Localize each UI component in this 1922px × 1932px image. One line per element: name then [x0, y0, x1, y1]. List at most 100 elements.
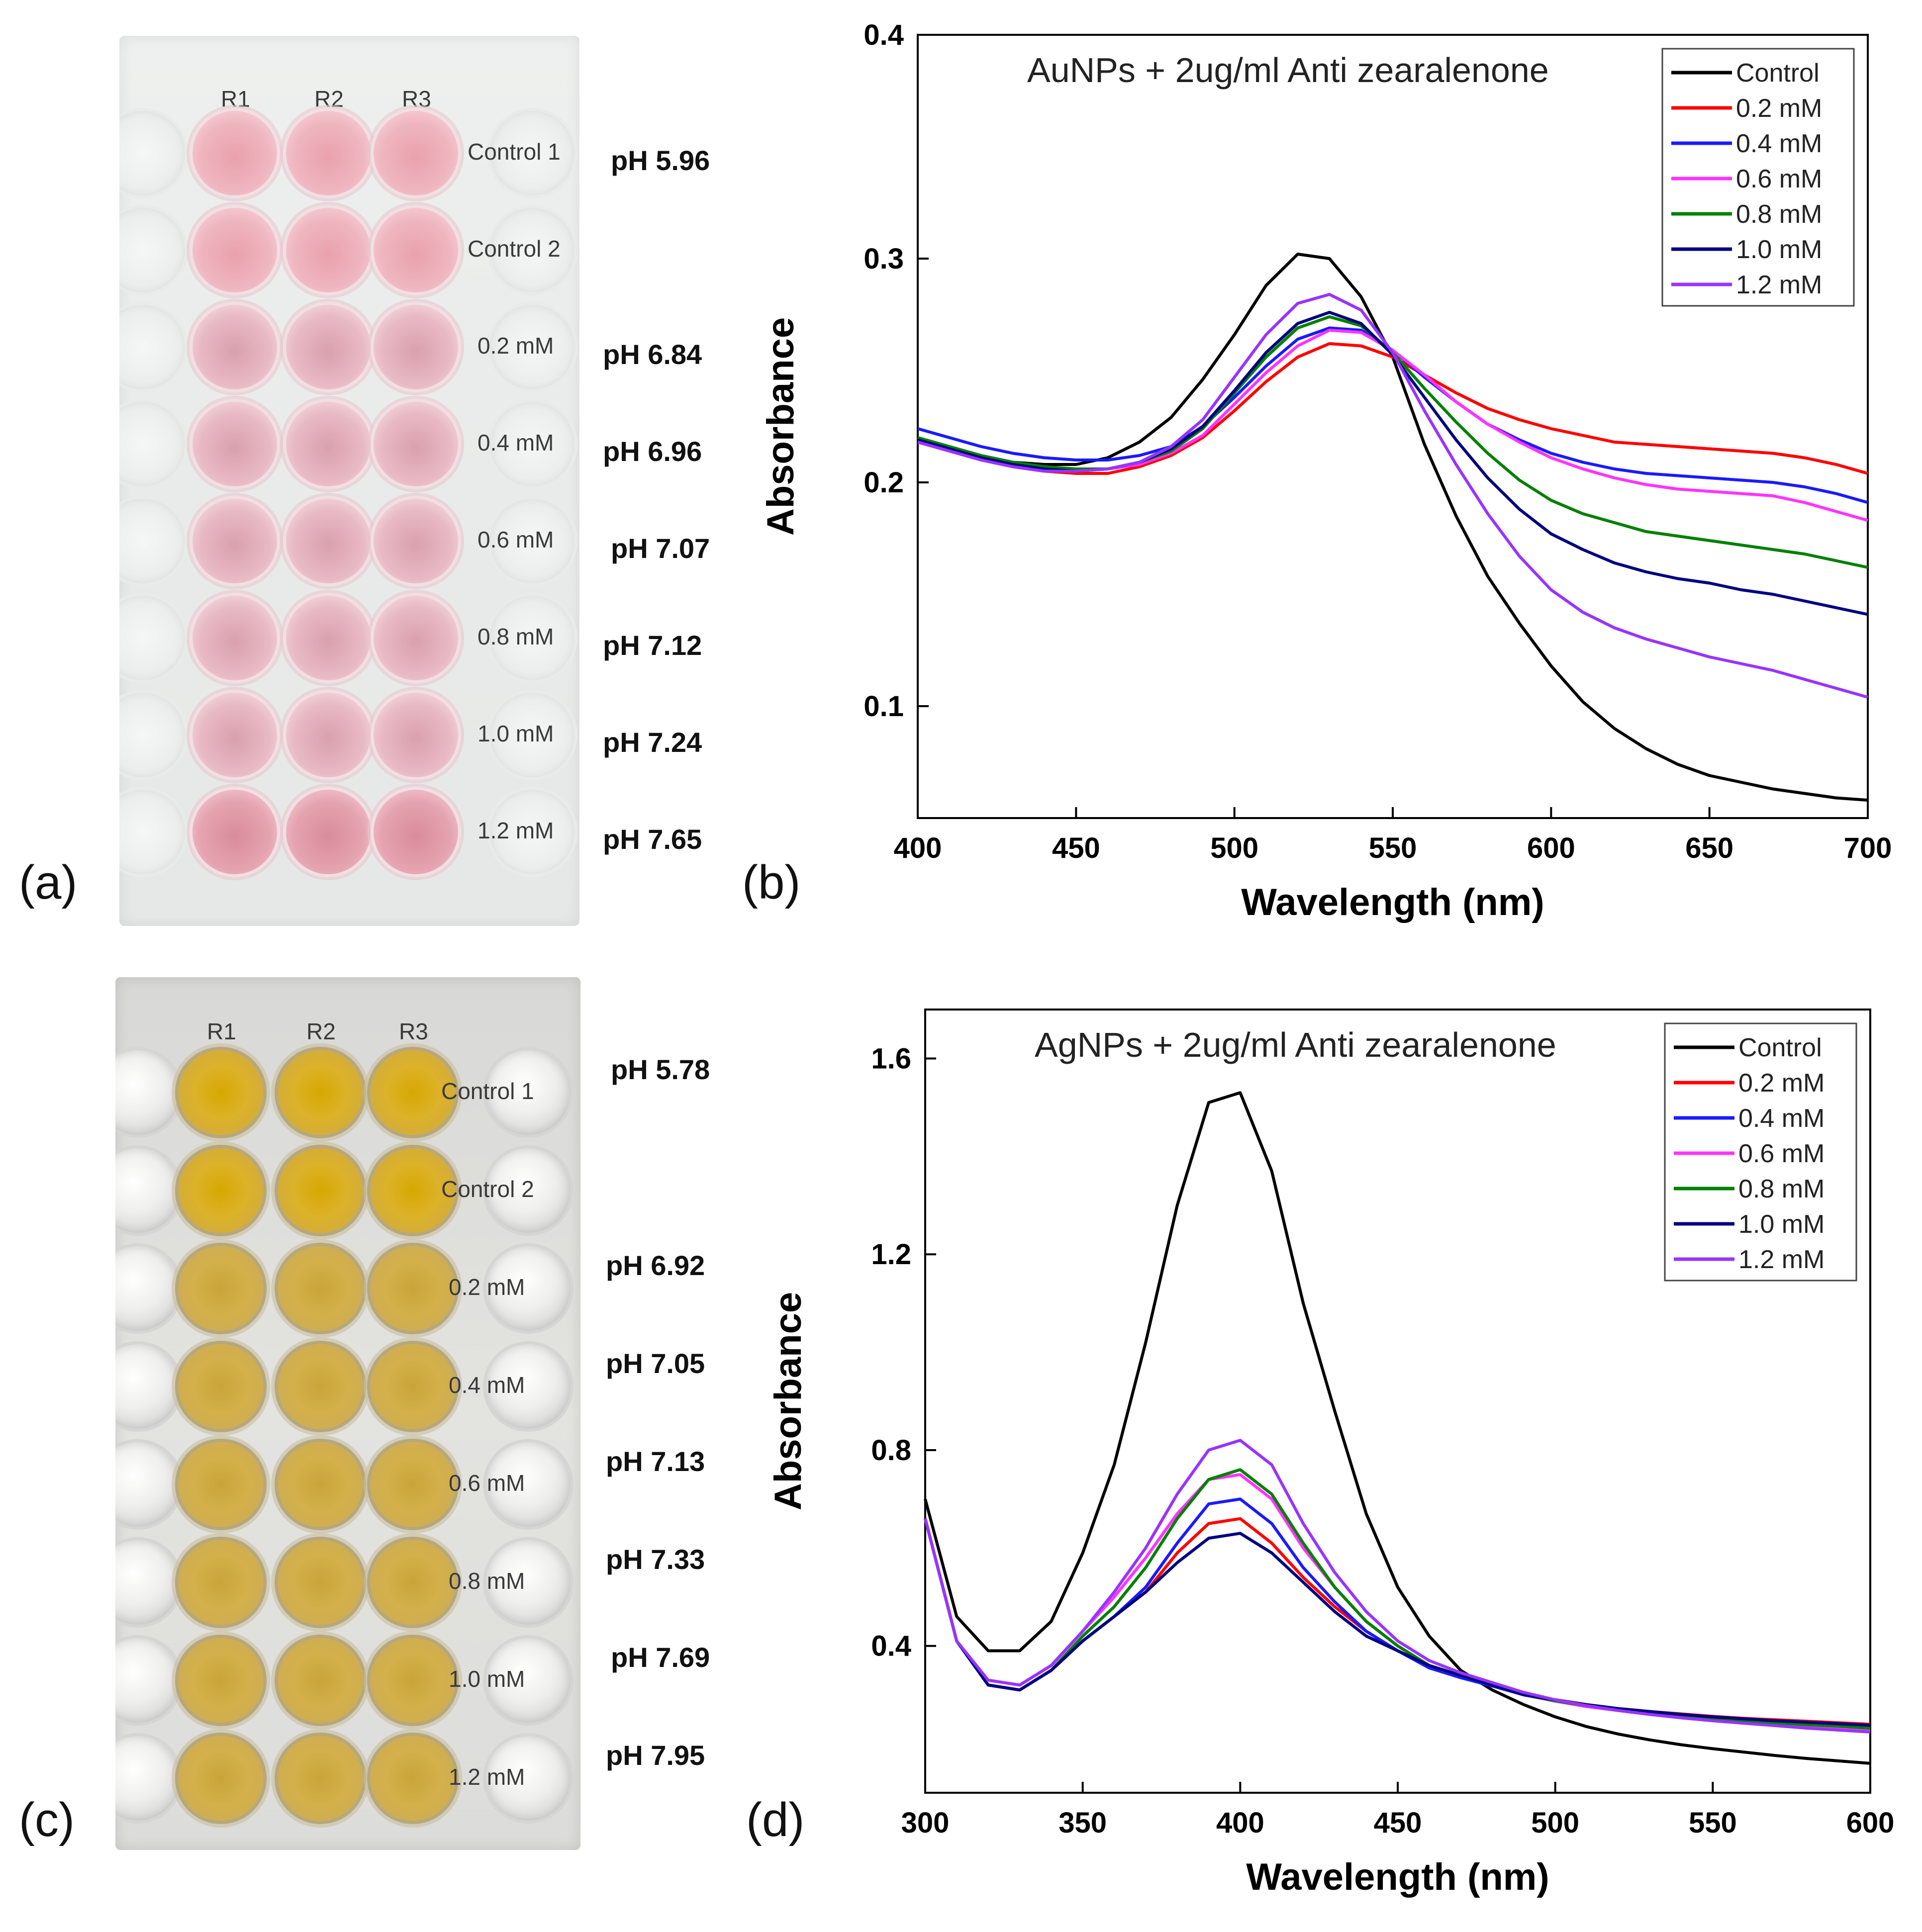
well-label: Control 1: [441, 1078, 534, 1104]
empty-well: [490, 596, 575, 680]
ph-label: pH 7.65: [603, 824, 702, 855]
sample-well: [192, 790, 277, 874]
ph-label: pH 7.69: [611, 1642, 710, 1673]
sample-well: [374, 402, 458, 486]
well-label: 0.2 mM: [478, 333, 554, 359]
well-label: Control 1: [468, 139, 561, 165]
sample-well: [192, 596, 277, 680]
x-tick-label: 450: [1374, 1807, 1422, 1839]
column-label: R3: [399, 1018, 428, 1044]
sample-well: [278, 1246, 363, 1331]
x-tick-label: 600: [1527, 832, 1575, 864]
empty-well: [115, 1638, 180, 1723]
legend-label: 0.6 mM: [1738, 1139, 1825, 1168]
well-label: 0.8 mM: [449, 1568, 525, 1594]
x-tick-label: 400: [1216, 1807, 1264, 1839]
empty-well: [486, 1540, 571, 1625]
sample-well: [371, 1540, 455, 1625]
series-line: [924, 1091, 1871, 1765]
well-label: 0.6 mM: [449, 1470, 525, 1496]
empty-well: [119, 693, 185, 777]
x-tick-label: 550: [1369, 832, 1417, 864]
sample-well: [371, 1442, 455, 1527]
empty-well: [486, 1736, 571, 1821]
sample-well: [192, 208, 277, 292]
well-label: 1.0 mM: [449, 1666, 525, 1692]
empty-well: [119, 208, 185, 292]
sample-well: [278, 1736, 363, 1821]
sample-well: [278, 1050, 363, 1135]
ph-label: pH 7.33: [606, 1544, 705, 1575]
empty-well: [486, 1344, 571, 1429]
x-tick-label: 550: [1689, 1807, 1737, 1839]
sample-well: [374, 111, 458, 195]
plate-photo-a: R1R2R3AControl 1BControl 2C0.2 mMD0.4 mM…: [119, 36, 579, 926]
well-label: 0.2 mM: [449, 1274, 525, 1300]
sample-well: [192, 402, 277, 486]
y-axis-label: Absorbance: [767, 1292, 809, 1510]
legend-label: Control: [1736, 59, 1820, 88]
legend-label: Control: [1738, 1033, 1822, 1062]
column-label: R1: [221, 86, 250, 112]
well-label: 1.2 mM: [478, 818, 554, 843]
empty-well: [119, 499, 185, 583]
ph-label: pH 7.07: [611, 533, 710, 564]
y-tick-label: 0.4: [864, 19, 904, 51]
y-axis-label: Absorbance: [760, 317, 802, 536]
column-label: R1: [207, 1018, 236, 1044]
empty-well: [490, 790, 575, 874]
x-axis-label: Wavelength (nm): [1241, 881, 1544, 923]
sample-well: [179, 1246, 263, 1331]
x-tick-label: 450: [1052, 832, 1100, 864]
ph-label: pH 7.12: [603, 630, 702, 661]
sample-well: [371, 1344, 455, 1429]
y-tick-label: 0.8: [871, 1434, 911, 1467]
ph-label: pH 7.13: [606, 1446, 705, 1477]
column-label: R3: [402, 86, 431, 112]
sample-well: [278, 1540, 363, 1625]
series-line: [917, 293, 1868, 699]
sample-well: [179, 1344, 263, 1429]
sample-well: [371, 1638, 455, 1723]
y-tick-label: 0.2: [864, 466, 904, 499]
x-tick-label: 650: [1685, 832, 1733, 864]
ph-label: pH 6.92: [606, 1250, 705, 1281]
empty-well: [490, 208, 575, 292]
ph-label: pH 7.24: [603, 727, 702, 758]
x-tick-label: 350: [1058, 1807, 1107, 1839]
well-label: 0.6 mM: [478, 527, 554, 552]
legend-label: 0.4 mM: [1736, 129, 1822, 158]
sample-well: [179, 1638, 263, 1723]
y-tick-label: 1.6: [871, 1042, 911, 1075]
ph-label: pH 6.96: [603, 436, 702, 467]
sample-well: [371, 1050, 455, 1135]
sample-well: [371, 1736, 455, 1821]
sample-well: [286, 790, 371, 874]
legend-label: 1.0 mM: [1736, 235, 1822, 264]
sample-well: [192, 111, 277, 195]
sample-well: [179, 1050, 263, 1135]
sample-well: [179, 1736, 263, 1821]
chart-title: AuNPs + 2ug/ml Anti zearalenone: [1027, 51, 1549, 90]
empty-well: [486, 1246, 571, 1331]
empty-well: [115, 1344, 180, 1429]
sample-well: [374, 693, 458, 777]
empty-well: [490, 402, 575, 486]
sample-well: [278, 1344, 363, 1429]
legend-label: 1.2 mM: [1738, 1245, 1825, 1274]
empty-well: [115, 1050, 180, 1135]
ph-label: pH 5.96: [611, 145, 710, 176]
sample-well: [286, 402, 371, 486]
series-line: [924, 1439, 1871, 1734]
ph-label: pH 6.84: [603, 339, 702, 370]
well-label: 1.0 mM: [478, 721, 554, 746]
panel-label-b: (b): [742, 856, 801, 909]
empty-well: [490, 305, 575, 389]
empty-well: [486, 1638, 571, 1723]
sample-well: [286, 111, 371, 195]
legend-label: 1.0 mM: [1738, 1210, 1825, 1239]
column-label: R2: [306, 1018, 336, 1044]
legend-label: 1.2 mM: [1736, 271, 1822, 299]
chart-title: AgNPs + 2ug/ml Anti zearalenone: [1035, 1025, 1556, 1064]
